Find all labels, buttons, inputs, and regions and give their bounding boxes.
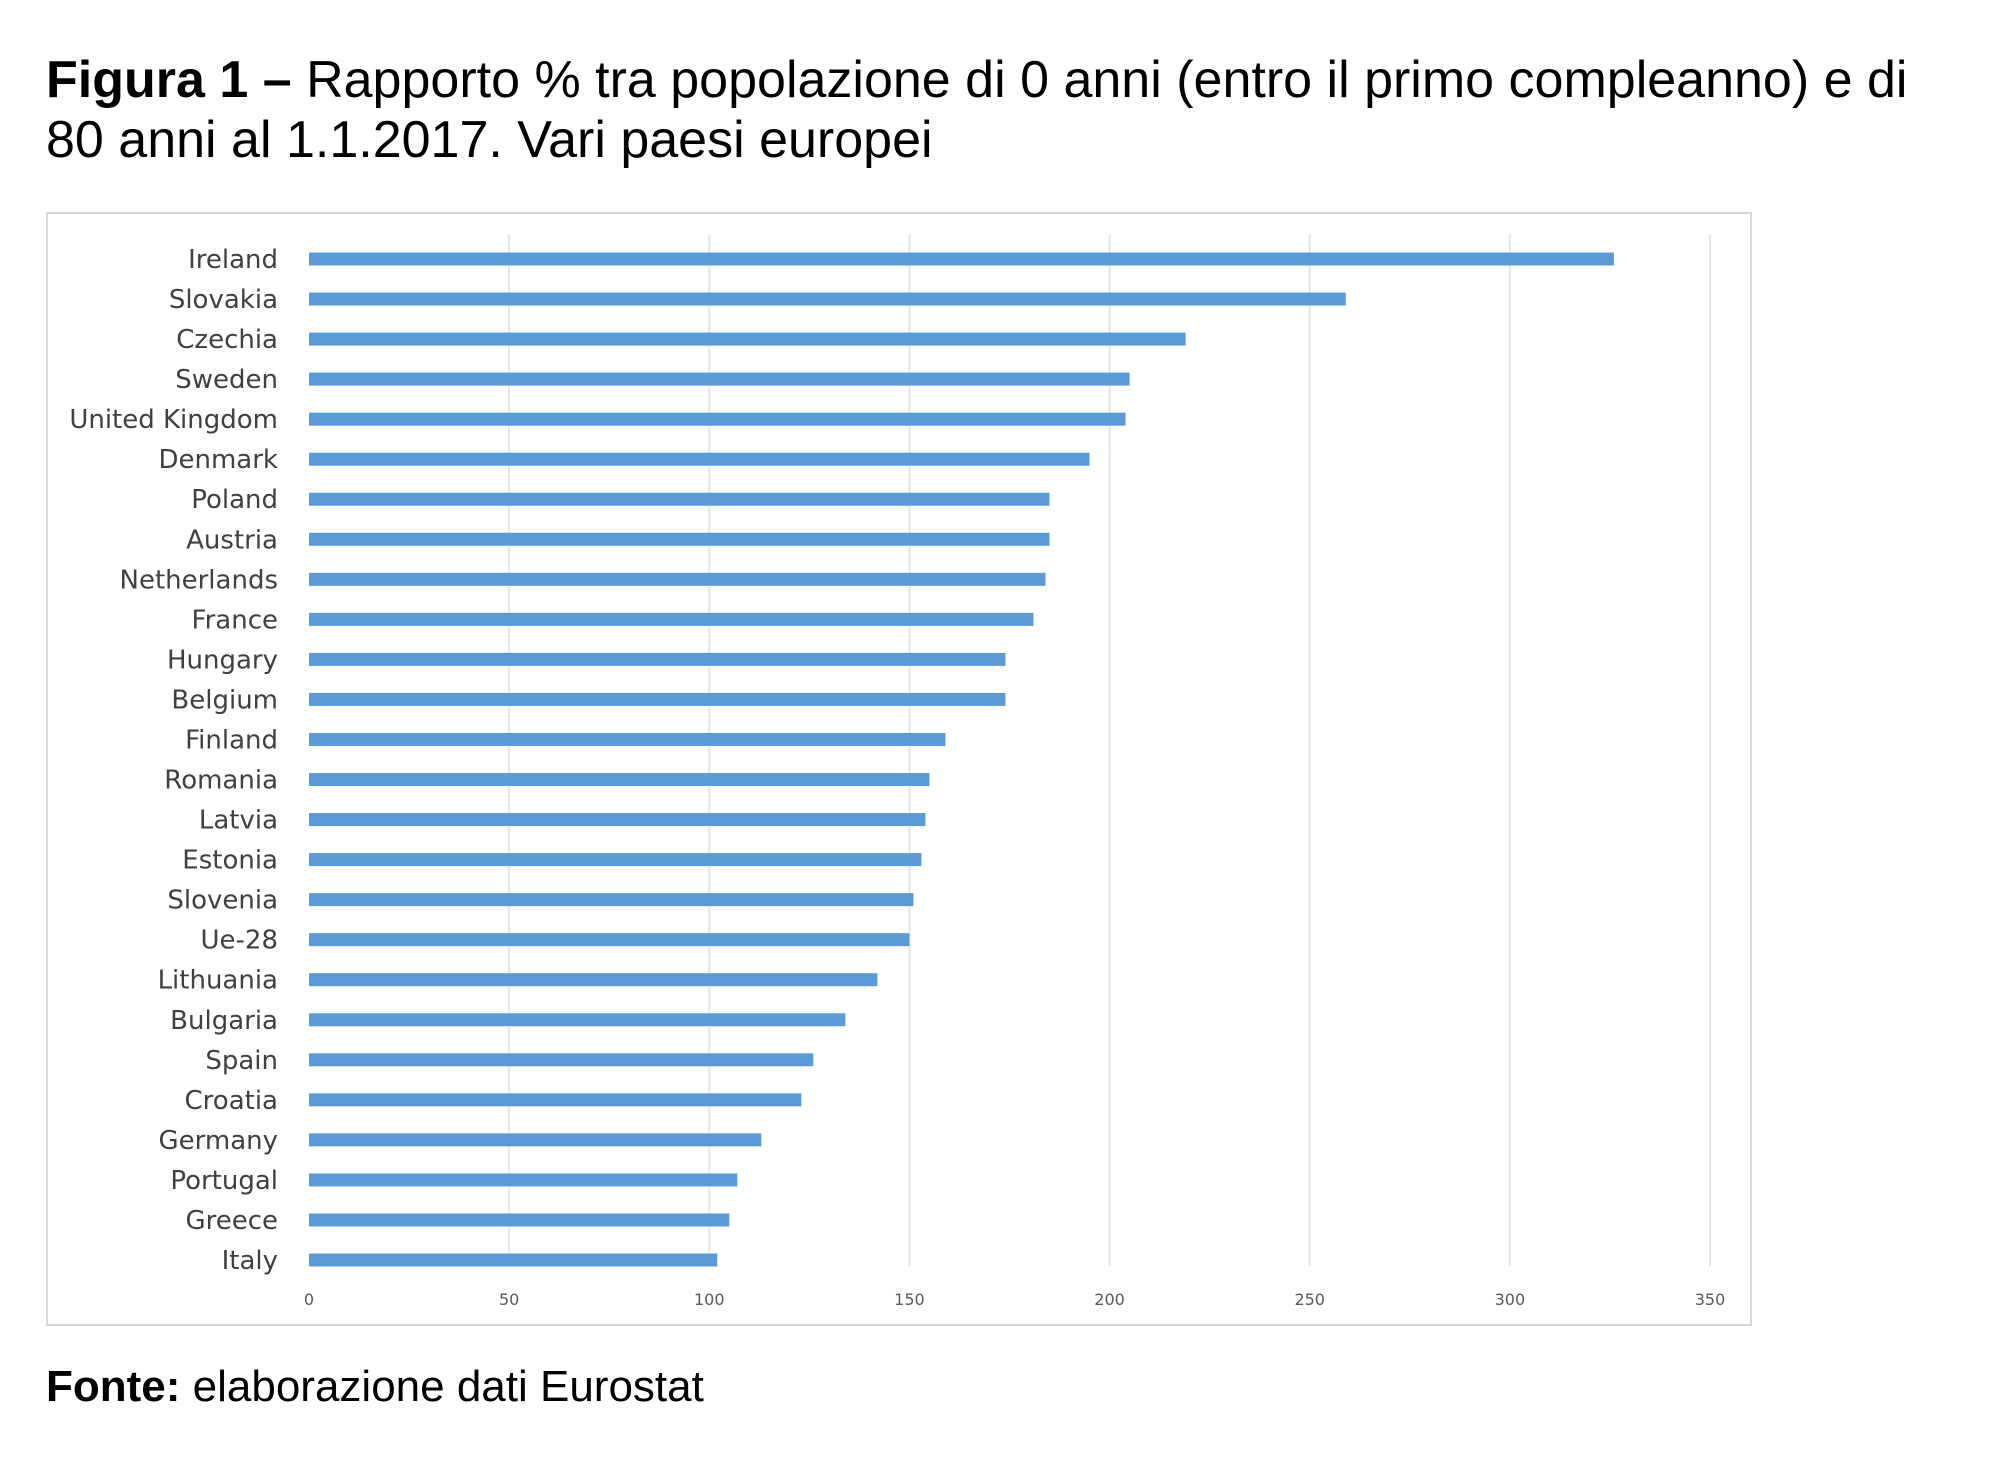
bar-hungary <box>309 652 1006 666</box>
x-tick-label-50: 50 <box>499 1290 519 1309</box>
bar-ireland <box>309 252 1614 266</box>
category-label-united-kingdom: United Kingdom <box>69 405 278 435</box>
bar-netherlands <box>309 572 1046 586</box>
category-label-ireland: Ireland <box>188 245 278 275</box>
source-lead: Fonte: <box>46 1362 181 1411</box>
category-label-czechia: Czechia <box>176 325 278 355</box>
bar-portugal <box>309 1173 738 1187</box>
category-label-netherlands: Netherlands <box>120 565 279 595</box>
source-note: Fonte: elaborazione dati Eurostat <box>46 1360 704 1414</box>
bar-italy <box>309 1253 718 1267</box>
category-label-finland: Finland <box>185 725 278 755</box>
category-label-ue-28: Ue-28 <box>201 926 279 956</box>
category-label-slovakia: Slovakia <box>169 285 278 315</box>
category-label-portugal: Portugal <box>170 1166 278 1196</box>
bar-croatia <box>309 1093 802 1107</box>
category-label-poland: Poland <box>191 485 278 515</box>
x-tick-label-300: 300 <box>1495 1290 1526 1309</box>
bar-sweden <box>309 372 1130 386</box>
bar-estonia <box>309 853 922 867</box>
figure-title-text: Rapporto % tra popolazione di 0 anni (en… <box>46 51 1908 169</box>
category-label-spain: Spain <box>205 1046 278 1076</box>
category-label-croatia: Croatia <box>185 1086 278 1116</box>
chart-frame: Ireland Slovakia Czechia Sweden United Kingd… <box>46 212 1752 1326</box>
bar-lithuania <box>309 973 878 987</box>
category-label-lithuania: Lithuania <box>158 966 278 996</box>
figure-title: Figura 1 – Rapporto % tra popolazione di… <box>46 50 1966 170</box>
category-label-hungary: Hungary <box>167 645 278 675</box>
bar-france <box>309 612 1034 626</box>
x-tick-label-250: 250 <box>1294 1290 1325 1309</box>
category-label-italy: Italy <box>222 1246 278 1276</box>
bar-denmark <box>309 452 1090 466</box>
x-tick-label-100: 100 <box>694 1290 725 1309</box>
category-label-bulgaria: Bulgaria <box>170 1006 278 1036</box>
category-label-belgium: Belgium <box>171 685 278 715</box>
category-label-france: France <box>192 605 278 635</box>
bar-slovakia <box>309 292 1346 306</box>
figure-title-lead: Figura 1 – <box>46 51 292 109</box>
category-label-sweden: Sweden <box>175 365 278 395</box>
x-tick-label-350: 350 <box>1695 1290 1726 1309</box>
bar-latvia <box>309 813 926 827</box>
bar-germany <box>309 1133 762 1147</box>
bar-spain <box>309 1053 814 1067</box>
bar-ue-28 <box>309 933 910 947</box>
x-tick-label-0: 0 <box>304 1290 314 1309</box>
category-label-germany: Germany <box>158 1126 278 1156</box>
bar-czechia <box>309 332 1186 346</box>
x-tick-label-150: 150 <box>894 1290 925 1309</box>
bar-romania <box>309 773 930 787</box>
category-label-latvia: Latvia <box>199 806 278 836</box>
bar-poland <box>309 492 1050 506</box>
bar-united-kingdom <box>309 412 1126 426</box>
category-label-romania: Romania <box>164 766 278 796</box>
category-label-greece: Greece <box>185 1206 278 1236</box>
bar-chart: Ireland Slovakia Czechia Sweden United Kingd… <box>69 234 1726 1309</box>
category-label-slovenia: Slovenia <box>167 886 278 916</box>
bar-austria <box>309 532 1050 546</box>
bar-greece <box>309 1213 730 1227</box>
bar-finland <box>309 732 946 746</box>
source-text: elaborazione dati Eurostat <box>180 1362 704 1411</box>
bar-slovenia <box>309 893 914 907</box>
bar-bulgaria <box>309 1013 846 1027</box>
x-tick-label-200: 200 <box>1094 1290 1125 1309</box>
bar-belgium <box>309 692 1006 706</box>
category-label-estonia: Estonia <box>182 846 278 876</box>
category-label-austria: Austria <box>186 525 278 555</box>
category-label-denmark: Denmark <box>158 445 278 475</box>
